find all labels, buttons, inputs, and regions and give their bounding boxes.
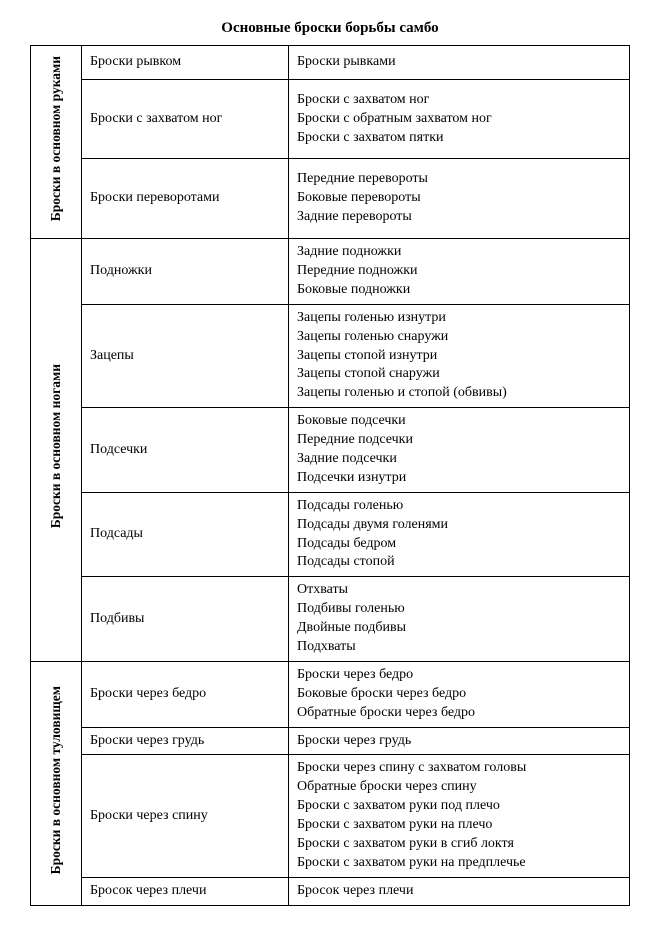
variant-item: Подсады голенью	[297, 497, 621, 516]
table-row: Броски через грудь Броски через грудь	[31, 727, 630, 755]
category-cell: Броски в основном ногами	[31, 239, 82, 662]
throws-table: Броски в основном рукамиБроски рывкомБро…	[30, 45, 630, 906]
category-label: Броски в основном ногами	[45, 358, 67, 534]
variants-cell: Броски через бедроБоковые броски через б…	[289, 661, 630, 727]
variant-item: Двойные подбивы	[297, 619, 621, 638]
variant-item: Задние подножки	[297, 243, 621, 262]
variant-item: Подсады двумя голенями	[297, 516, 621, 535]
variant-item: Подсечки изнутри	[297, 469, 621, 488]
table-row: Броски через спинуБроски через спину с з…	[31, 755, 630, 877]
variants-cell: Задние подножкиПередние подножкиБоковые …	[289, 239, 630, 305]
technique-cell: Подсады	[82, 492, 289, 577]
variants-cell: Броски с захватом ногБроски с обратным з…	[289, 79, 630, 159]
variants-cell: Броски рывками	[289, 46, 630, 80]
table-row: Бросок через плечи Бросок через плечи	[31, 877, 630, 905]
variant-item: Зацепы голенью снаружи	[297, 328, 621, 347]
variant-item: Передние подсечки	[297, 431, 621, 450]
variant-item: Броски через спину с захватом головы	[297, 759, 621, 778]
variants-cell: Броски через спину с захватом головыОбра…	[289, 755, 630, 877]
table-row: Броски в основном ногамиПодножкиЗадние п…	[31, 239, 630, 305]
variants-cell: Подсады голеньюПодсады двумя голенямиПод…	[289, 492, 630, 577]
variant-item: Обратные броски через бедро	[297, 704, 621, 723]
variant-item: Зацепы голенью и стопой (обвивы)	[297, 384, 621, 403]
variant-item: Броски с захватом руки под плечо	[297, 797, 621, 816]
variant-item: Броски с захватом руки на предплечье	[297, 854, 621, 873]
variant-item: Обратные броски через спину	[297, 778, 621, 797]
variant-item: Задние перевороты	[297, 208, 621, 227]
variants-cell: ОтхватыПодбивы голеньюДвойные подбивыПод…	[289, 577, 630, 662]
technique-cell: Броски с захватом ног	[82, 79, 289, 159]
technique-cell: Подбивы	[82, 577, 289, 662]
variant-item: Броски с захватом пятки	[297, 129, 621, 148]
technique-cell: Подсечки	[82, 408, 289, 493]
variants-cell: Броски через грудь	[289, 727, 630, 755]
variants-cell: Бросок через плечи	[289, 877, 630, 905]
table-row: Броски с захватом ногБроски с захватом н…	[31, 79, 630, 159]
variants-cell: Боковые подсечкиПередние подсечкиЗадние …	[289, 408, 630, 493]
variant-item: Броски с захватом руки в сгиб локтя	[297, 835, 621, 854]
table-row: ПодсадыПодсады голеньюПодсады двумя голе…	[31, 492, 630, 577]
variant-item: Боковые подножки	[297, 281, 621, 300]
table-row: Броски в основном туловищемБроски через …	[31, 661, 630, 727]
technique-cell: Броски через бедро	[82, 661, 289, 727]
variant-item: Зацепы голенью изнутри	[297, 309, 621, 328]
variant-item: Броски рывками	[297, 53, 621, 72]
variant-item: Отхваты	[297, 581, 621, 600]
technique-cell: Подножки	[82, 239, 289, 305]
variant-item: Броски с захватом ног	[297, 91, 621, 110]
variant-item: Бросок через плечи	[297, 882, 621, 901]
variant-item: Боковые перевороты	[297, 189, 621, 208]
technique-cell: Броски рывком	[82, 46, 289, 80]
technique-cell: Бросок через плечи	[82, 877, 289, 905]
variant-item: Броски через грудь	[297, 732, 621, 751]
variant-item: Зацепы стопой изнутри	[297, 347, 621, 366]
variant-item: Передние подножки	[297, 262, 621, 281]
table-row: ЗацепыЗацепы голенью изнутриЗацепы голен…	[31, 304, 630, 407]
variants-cell: Зацепы голенью изнутриЗацепы голенью сна…	[289, 304, 630, 407]
variant-item: Броски с обратным захватом ног	[297, 110, 621, 129]
variant-item: Броски через бедро	[297, 666, 621, 685]
technique-cell: Броски через грудь	[82, 727, 289, 755]
table-row: ПодбивыОтхватыПодбивы голеньюДвойные под…	[31, 577, 630, 662]
category-label: Броски в основном руками	[45, 50, 67, 227]
variant-item: Передние перевороты	[297, 170, 621, 189]
table-row: Броски переворотамиПередние переворотыБо…	[31, 159, 630, 239]
variant-item: Задние подсечки	[297, 450, 621, 469]
variant-item: Броски с захватом руки на плечо	[297, 816, 621, 835]
variants-cell: Передние переворотыБоковые переворотыЗад…	[289, 159, 630, 239]
variant-item: Зацепы стопой снаружи	[297, 365, 621, 384]
technique-cell: Броски переворотами	[82, 159, 289, 239]
variant-item: Боковые подсечки	[297, 412, 621, 431]
page-title: Основные броски борьбы самбо	[30, 20, 630, 37]
category-label: Броски в основном туловищем	[45, 680, 67, 880]
variant-item: Подхваты	[297, 638, 621, 657]
technique-cell: Броски через спину	[82, 755, 289, 877]
variant-item: Подсады стопой	[297, 553, 621, 572]
table-row: Броски в основном рукамиБроски рывкомБро…	[31, 46, 630, 80]
technique-cell: Зацепы	[82, 304, 289, 407]
variant-item: Подбивы голенью	[297, 600, 621, 619]
variant-item: Подсады бедром	[297, 535, 621, 554]
category-cell: Броски в основном руками	[31, 46, 82, 239]
table-row: ПодсечкиБоковые подсечкиПередние подсечк…	[31, 408, 630, 493]
category-cell: Броски в основном туловищем	[31, 661, 82, 905]
variant-item: Боковые броски через бедро	[297, 685, 621, 704]
